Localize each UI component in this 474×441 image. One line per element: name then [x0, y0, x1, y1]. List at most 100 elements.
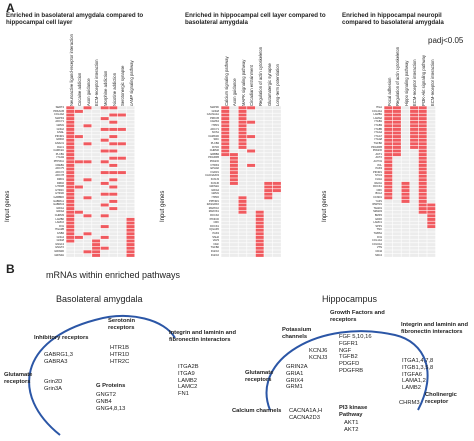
heatmap-cell-enriched	[66, 225, 75, 229]
heatmap-row-label: CHRM3	[54, 214, 64, 217]
heatmap-cell-enriched	[238, 120, 247, 124]
heatmap-cell-enriched	[384, 160, 393, 164]
heatmap-cell-enriched	[126, 235, 135, 239]
heatmap-cell-empty	[100, 153, 109, 157]
heatmap-row-label: ITGA9	[56, 156, 65, 160]
heatmap-cell-empty	[255, 117, 264, 121]
heatmap-cell-empty	[255, 174, 264, 178]
heatmap-cell-enriched	[384, 156, 393, 160]
heatmap-cell-enriched	[66, 228, 75, 232]
heatmap-grid	[384, 106, 436, 257]
heatmap-cell-empty	[83, 239, 92, 243]
heatmap-cell-empty	[126, 214, 135, 218]
heatmap-cell-enriched	[238, 207, 247, 211]
heatmap-cell-enriched	[83, 124, 92, 128]
heatmap-cell-empty	[83, 131, 92, 135]
heatmap-cell-empty	[255, 131, 264, 135]
heatmap-cell-empty	[238, 174, 247, 178]
heatmap-cell-enriched	[83, 232, 92, 236]
heatmap-cell-enriched	[384, 145, 393, 149]
heatmap-cell-empty	[255, 124, 264, 128]
heatmap-cell-empty	[92, 181, 101, 185]
heatmap-cell-empty	[74, 225, 83, 229]
heatmap-cell-empty	[83, 203, 92, 207]
heatmap-cell-empty	[401, 131, 410, 135]
heatmap-cell-empty	[247, 253, 256, 257]
heatmap-row-label: CACNA2D3	[205, 174, 219, 178]
heatmap-cell-empty	[427, 250, 436, 254]
heatmap-cell-empty	[238, 153, 247, 157]
heatmap-cell-empty	[117, 106, 126, 110]
heatmap-row-label: ITGA4	[374, 131, 383, 135]
heatmap-cell-empty	[410, 250, 419, 254]
heatmap-cell-empty	[109, 153, 118, 157]
heatmap-cell-empty	[109, 174, 118, 178]
heatmap-cell-empty	[410, 153, 419, 157]
heatmap-row-label: SPP1	[375, 224, 382, 228]
heatmap-cell-empty	[74, 196, 83, 200]
heatmap-cell-empty	[221, 235, 230, 239]
heatmap-row-label: TNC	[376, 228, 382, 232]
heatmap-cell-empty	[410, 156, 419, 160]
heatmap-cell-empty	[117, 120, 126, 124]
heatmap-cell-empty	[392, 239, 401, 243]
heatmap-row-label: PAK3	[212, 232, 219, 235]
heatmap-cell-empty	[255, 160, 264, 164]
heatmap-cell-empty	[410, 225, 419, 229]
heatmap-cell-empty	[418, 246, 427, 250]
heatmap-cell-empty	[117, 192, 126, 196]
heatmap-cell-enriched	[66, 120, 75, 124]
heatmap-cell-empty	[272, 196, 281, 200]
heatmap-cell-empty	[74, 246, 83, 250]
heatmap-row-label: GDF6	[375, 217, 382, 221]
heatmap-cell-enriched	[272, 181, 281, 185]
heatmap-cell-empty	[109, 243, 118, 247]
heatmap-cell-enriched	[384, 109, 393, 113]
heatmap-cell-empty	[247, 196, 256, 200]
heatmap-cell-empty	[221, 246, 230, 250]
amyg-pathway-serotonin: Serotonin receptors	[108, 318, 136, 331]
heatmap-cell-empty	[126, 185, 135, 189]
heatmap-cell-empty	[117, 174, 126, 178]
heatmap-cell-empty	[117, 181, 126, 185]
heatmap-cell-enriched	[229, 167, 238, 171]
heatmap-cell-empty	[74, 207, 83, 211]
heatmap-cell-empty	[401, 253, 410, 257]
heatmap-cell-empty	[117, 207, 126, 211]
heatmap-cell-empty	[100, 196, 109, 200]
heatmap-cell-empty	[229, 145, 238, 149]
heatmap-cell-enriched	[109, 178, 118, 182]
heatmap-cell-empty	[100, 174, 109, 178]
heatmap-cell-empty	[272, 235, 281, 239]
heatmap-row-label: COL4A1	[372, 109, 382, 113]
heatmap-cell-enriched	[109, 192, 118, 196]
heatmap-row-label: GNG8	[56, 239, 64, 243]
heatmap-cell-empty	[247, 127, 256, 131]
heatmap-cell-enriched	[418, 153, 427, 157]
heatmap-row-label: PDGFD	[372, 149, 382, 153]
heatmap-cell-enriched	[401, 192, 410, 196]
heatmap-cell-enriched	[100, 117, 109, 121]
heatmap-cell-empty	[100, 167, 109, 171]
heatmap-cell-empty	[384, 228, 393, 232]
heatmap-cell-enriched	[74, 109, 83, 113]
heatmap-cell-empty	[392, 210, 401, 214]
heatmap-cell-empty	[92, 131, 101, 135]
heatmap-cell-empty	[401, 250, 410, 254]
heatmap-cell-empty	[410, 149, 419, 153]
heatmap-cell-enriched	[392, 138, 401, 142]
heatmap-cell-enriched	[392, 153, 401, 157]
heatmap-cell-empty	[427, 185, 436, 189]
heatmap-cell-empty	[255, 207, 264, 211]
heatmap-cell-enriched	[410, 117, 419, 121]
heatmap-row-label: HTR2C	[55, 188, 64, 192]
heatmap-cell-empty	[272, 113, 281, 117]
heatmap-cell-empty	[83, 253, 92, 257]
heatmap-cell-empty	[247, 232, 256, 236]
heatmap-cell-empty	[74, 163, 83, 167]
heatmap-cell-enriched	[238, 131, 247, 135]
heatmap-cell-empty	[255, 185, 264, 189]
heatmap-cell-empty	[384, 214, 393, 218]
heatmap-cell-empty	[92, 156, 101, 160]
heatmap-cell-empty	[410, 239, 419, 243]
